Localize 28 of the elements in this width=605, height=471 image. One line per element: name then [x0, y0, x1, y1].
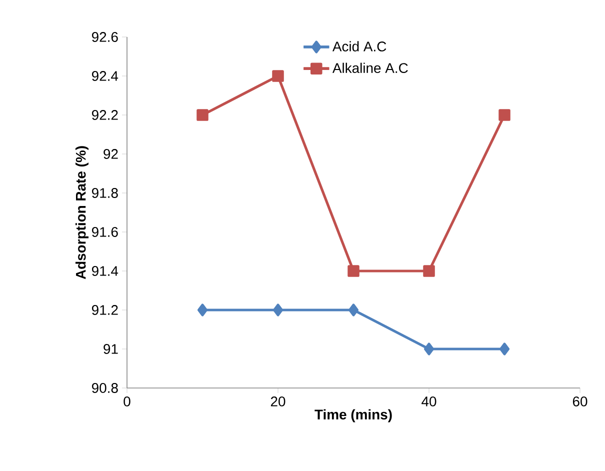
point [423, 265, 435, 277]
y-tick-label: 90.8 [92, 383, 118, 393]
x-tick-label: 20 [270, 396, 286, 406]
y-tick-label: 92.2 [92, 110, 118, 120]
y-tick-label: 92 [104, 149, 118, 159]
point [348, 304, 359, 316]
point [272, 304, 284, 316]
y-tick-label: 91.2 [92, 305, 118, 315]
x-tick-label: 60 [572, 396, 588, 406]
x-axis-title: Time (mins) [314, 409, 392, 422]
x-tick-label: 40 [422, 396, 436, 406]
y-tick-label: 91 [104, 344, 118, 354]
y-axis-title: Adsorption Rate (%) [75, 146, 88, 280]
y-tick-label: 91.8 [92, 188, 118, 198]
point [498, 109, 510, 121]
point [272, 70, 284, 82]
point [197, 304, 208, 316]
legend-label: Alkaline A.C [332, 62, 408, 74]
point [424, 342, 434, 356]
point [348, 265, 360, 277]
y-tick-label: 92.4 [92, 71, 118, 81]
x-tick-label: 0 [124, 396, 130, 406]
legend-label: Acid A.C [332, 41, 386, 52]
point [196, 109, 208, 121]
y-tick-label: 91.4 [92, 266, 118, 276]
y-tick-label: 91.6 [92, 227, 118, 237]
y-tick-label: 92.6 [92, 32, 118, 42]
point [499, 342, 510, 356]
